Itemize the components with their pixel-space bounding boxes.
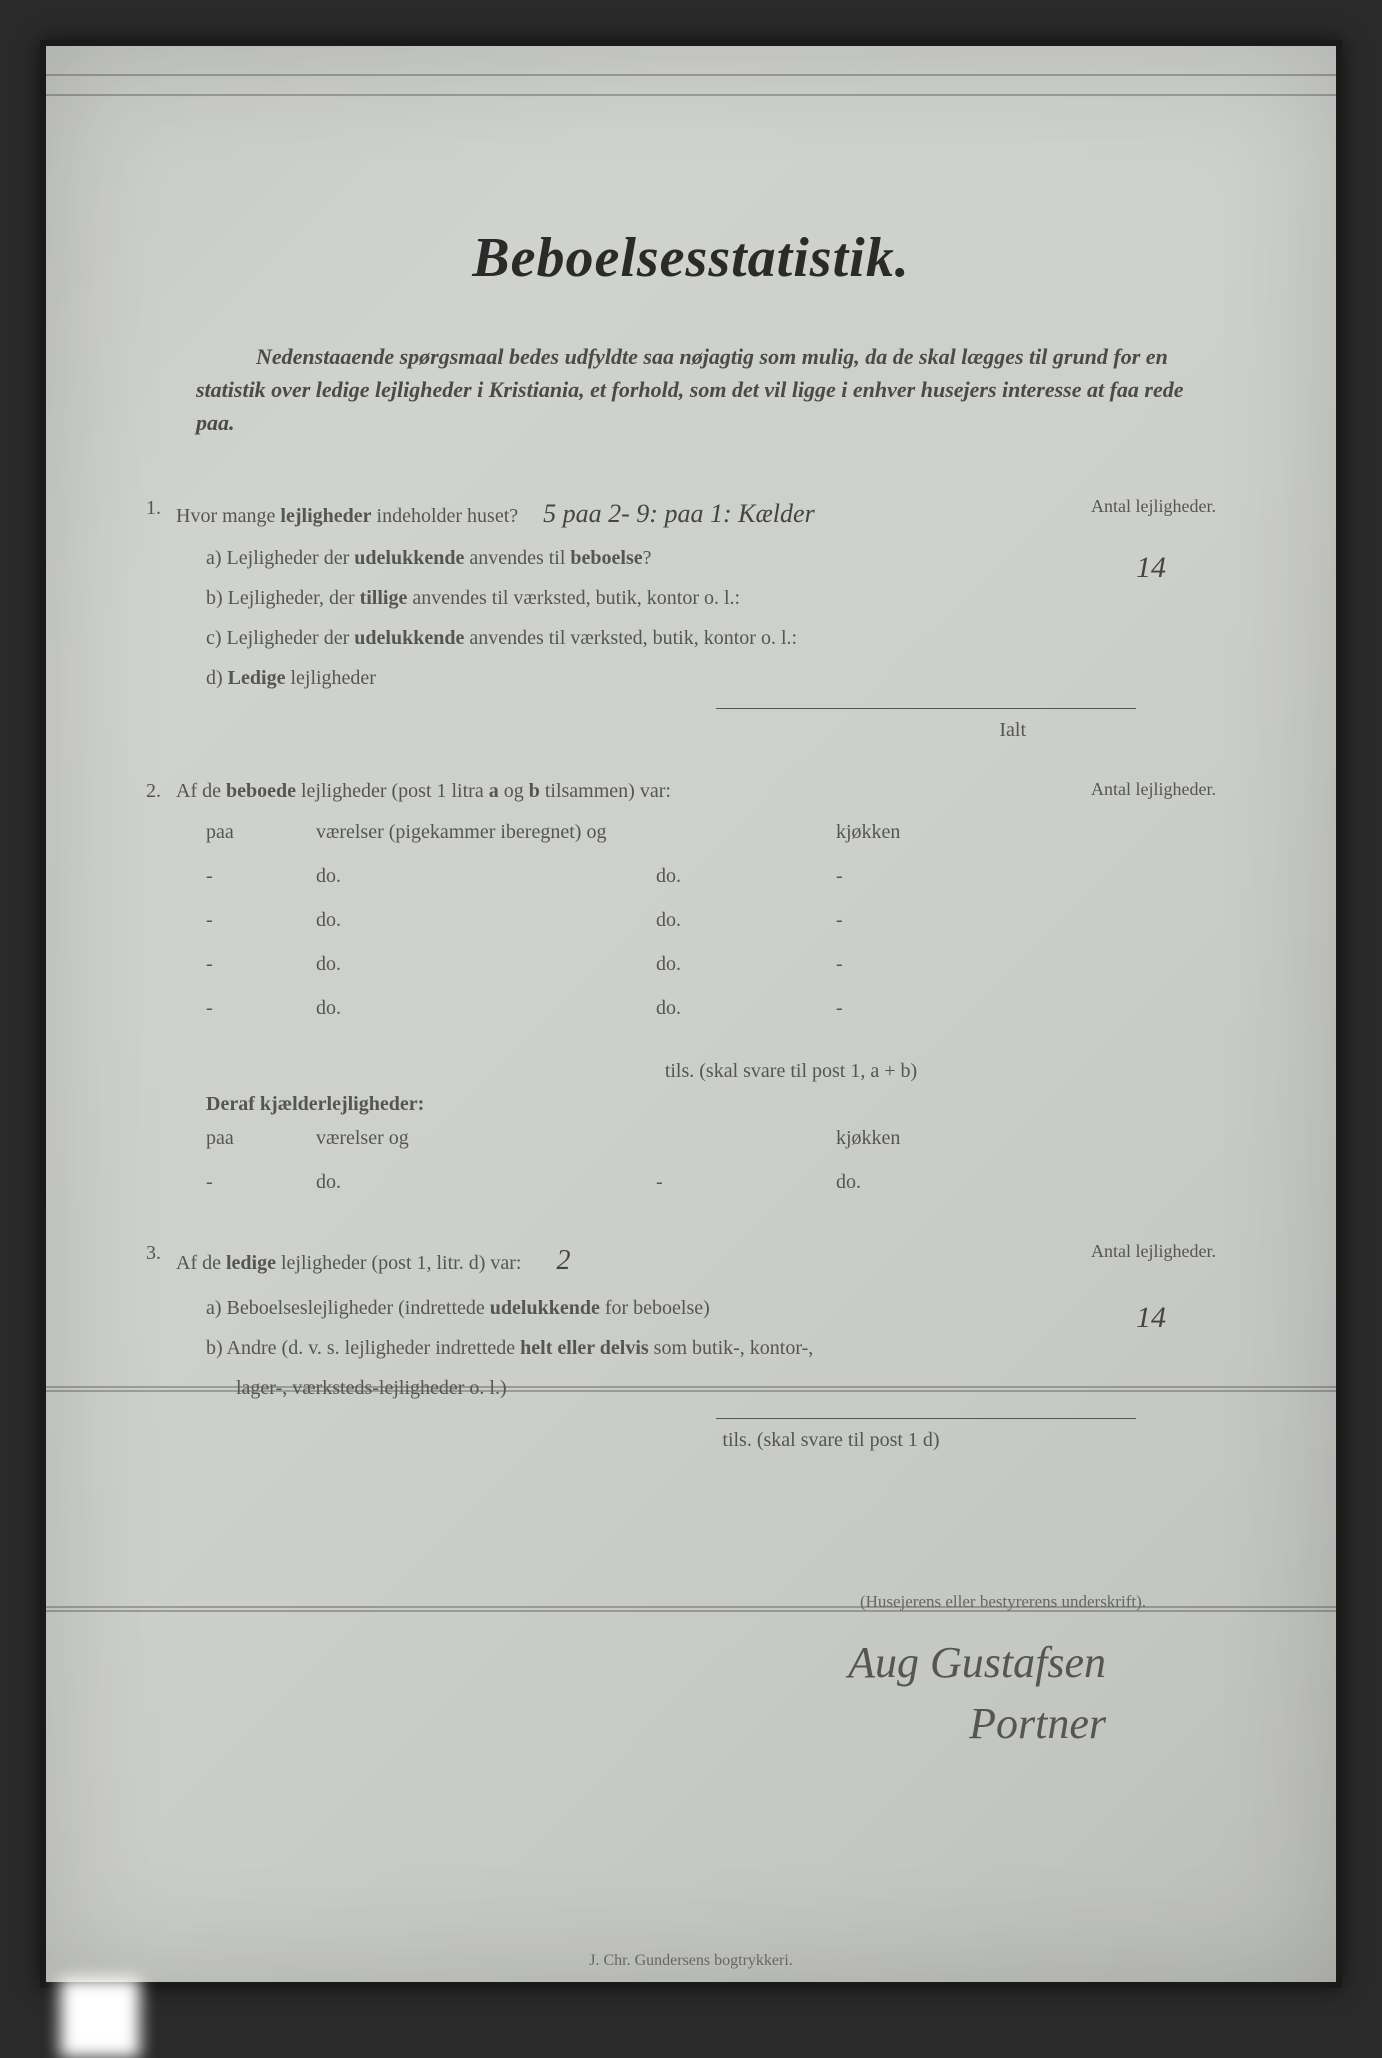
- q2-row2: - do. - do.: [206, 1160, 1226, 1204]
- q1-a-value: 14: [1136, 538, 1166, 598]
- cell: -: [206, 898, 316, 942]
- cell: do.: [316, 986, 656, 1030]
- cell: -: [836, 942, 1016, 986]
- q2-row: - do. do. -: [206, 854, 1226, 898]
- q1-number: 1.: [146, 489, 161, 527]
- signature-label: (Husejerens eller bestyrerens underskrif…: [156, 1592, 1146, 1612]
- q3-a: a) Beboelseslejligheder (indrettede udel…: [206, 1288, 1226, 1328]
- cell: do.: [656, 942, 836, 986]
- intro-paragraph: Nedenstaaende spørgsmaal bedes udfyldte …: [196, 340, 1186, 439]
- cell: do.: [836, 1160, 1016, 1204]
- q1-c: c) Lejligheder der udelukkende anvendes …: [206, 618, 1226, 658]
- cell: do.: [316, 942, 656, 986]
- cell: -: [206, 854, 316, 898]
- sum-rule: [716, 1418, 1136, 1419]
- q3-right-label: Antal lejligheder.: [1091, 1234, 1216, 1268]
- cell: -: [836, 986, 1016, 1030]
- q1-d: d) Ledige lejligheder: [206, 658, 1226, 698]
- document-scan: Beboelsesstatistik. Nedenstaaende spørgs…: [40, 40, 1342, 1988]
- q2-text: Af de beboede lejligheder (post 1 litra …: [176, 780, 671, 802]
- q3-a-value: 14: [1136, 1288, 1166, 1348]
- cell: paa: [206, 1116, 316, 1160]
- scan-line: [46, 94, 1336, 96]
- q3-handwritten: 2: [556, 1245, 570, 1276]
- q2-number: 2.: [146, 772, 161, 810]
- cell: værelser (pigekammer iberegnet) og: [316, 810, 656, 854]
- cell: do.: [316, 898, 656, 942]
- q2-row2-head: paa værelser og kjøkken: [206, 1116, 1226, 1160]
- scan-line: [46, 74, 1336, 76]
- cell: do.: [316, 1160, 656, 1204]
- q1-a: a) Lejligheder der udelukkende anvendes …: [206, 538, 1226, 578]
- cell: do.: [316, 854, 656, 898]
- q2-right-label: Antal lejligheder.: [1091, 772, 1216, 806]
- cell: [656, 810, 836, 854]
- signature-line2: Portner: [156, 1693, 1106, 1755]
- cell: paa: [206, 810, 316, 854]
- q1-right-label: Antal lejligheder.: [1091, 489, 1216, 523]
- cell: -: [206, 986, 316, 1030]
- q1-handwritten-answer: 5 paa 2- 9: paa 1: Kælder: [543, 499, 815, 528]
- signature-line1: Aug Gustafsen: [156, 1632, 1106, 1694]
- q2-deraf: Deraf kjælderlejligheder:: [206, 1093, 1226, 1116]
- q3-text: Af de ledige lejligheder (post 1, litr. …: [176, 1252, 521, 1274]
- q2-header-row: paa værelser (pigekammer iberegnet) og k…: [206, 810, 1226, 854]
- page-content: Beboelsesstatistik. Nedenstaaende spørgs…: [156, 126, 1226, 1755]
- cell: -: [206, 1160, 316, 1204]
- q1-text: Hvor mange lejligheder indeholder huset?: [176, 505, 518, 527]
- cell: kjøkken: [836, 810, 1016, 854]
- cell: [656, 1116, 836, 1160]
- scan-glare: [60, 1978, 140, 2058]
- q2-tils: tils. (skal svare til post 1, a + b): [356, 1060, 1226, 1083]
- cell: -: [836, 898, 1016, 942]
- cell: do.: [656, 854, 836, 898]
- q1-ialt: Ialt: [156, 719, 1026, 742]
- question-2: 2. Af de beboede lejligheder (post 1 lit…: [176, 772, 1226, 810]
- printer-credit: J. Chr. Gundersens bogtrykkeri.: [46, 1952, 1336, 1970]
- question-1: 1. Hvor mange lejligheder indeholder hus…: [176, 489, 1226, 538]
- q3-tils: tils. (skal svare til post 1 d): [436, 1429, 1226, 1452]
- cell: -: [206, 942, 316, 986]
- cell: -: [656, 1160, 836, 1204]
- question-3: 3. Af de ledige lejligheder (post 1, lit…: [176, 1234, 1226, 1287]
- cell: kjøkken: [836, 1116, 1016, 1160]
- q1-b: b) Lejligheder, der tillige anvendes til…: [206, 578, 1226, 618]
- q2-row: - do. do. -: [206, 898, 1226, 942]
- q3-b2: lager-, værksteds-lejligheder o. l.): [236, 1368, 1226, 1408]
- cell: do.: [656, 986, 836, 1030]
- cell: værelser og: [316, 1116, 656, 1160]
- sum-rule: [716, 708, 1136, 709]
- cell: -: [836, 854, 1016, 898]
- q3-number: 3.: [146, 1234, 161, 1272]
- q2-row: - do. do. -: [206, 942, 1226, 986]
- cell: do.: [656, 898, 836, 942]
- document-title: Beboelsesstatistik.: [156, 226, 1226, 290]
- q2-row: - do. do. -: [206, 986, 1226, 1030]
- q3-b: b) Andre (d. v. s. lejligheder indretted…: [206, 1328, 1226, 1368]
